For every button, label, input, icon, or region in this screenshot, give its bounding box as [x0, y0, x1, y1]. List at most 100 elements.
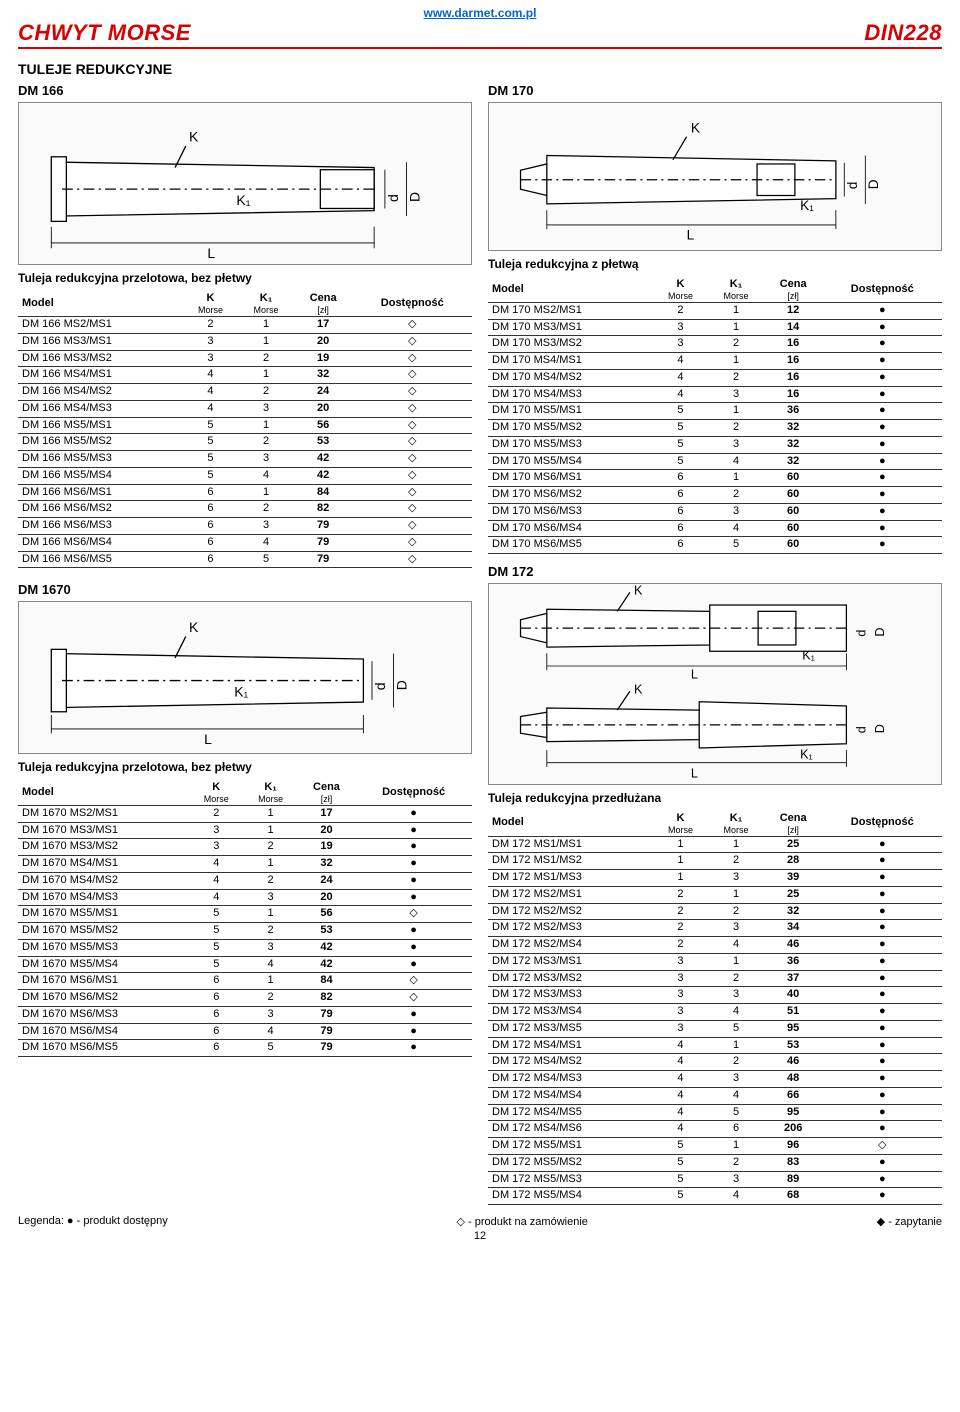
legend: Legenda: ● - produkt dostępny ◇ - produk…: [18, 1215, 942, 1228]
legend-available: Legenda: ● - produkt dostępny: [18, 1215, 168, 1228]
col-k1: K₁Morse: [243, 780, 297, 805]
table-row: DM 172 MS5/MS35389●: [488, 1171, 942, 1188]
table-row: DM 1670 MS6/MS26282◇: [18, 990, 472, 1007]
table-row: DM 170 MS3/MS13114●: [488, 319, 942, 336]
table-row: DM 170 MS4/MS24216●: [488, 369, 942, 386]
svg-text:K₁: K₁: [802, 649, 815, 663]
col-k1: K₁Morse: [708, 277, 764, 302]
col-cena: Cena[zł]: [764, 277, 823, 302]
dm166-diagram: K K₁ d D L: [18, 102, 472, 265]
table-row: DM 172 MS3/MS23237●: [488, 970, 942, 987]
table-row: DM 1670 MS6/MS36379●: [18, 1006, 472, 1023]
svg-text:d: d: [372, 683, 388, 691]
dm170-caption: Tuleja redukcyjna z płetwą: [488, 257, 942, 271]
header-bar: CHWYT MORSE DIN228: [18, 20, 942, 49]
col-model: Model: [18, 291, 183, 316]
table-row: DM 170 MS2/MS12112●: [488, 302, 942, 319]
table-row: DM 170 MS6/MS26260●: [488, 487, 942, 504]
col-model: Model: [488, 811, 653, 836]
table-row: DM 170 MS6/MS56560●: [488, 537, 942, 554]
col-k: KMorse: [189, 780, 243, 805]
header-title-right: DIN228: [864, 20, 942, 46]
svg-text:D: D: [393, 681, 409, 691]
table-row: DM 172 MS5/MS45468●: [488, 1188, 942, 1205]
table-row: DM 166 MS2/MS12117◇: [18, 317, 472, 334]
table-row: DM 1670 MS4/MS14132●: [18, 856, 472, 873]
table-row: DM 166 MS6/MS16184◇: [18, 484, 472, 501]
table-row: DM 166 MS5/MS15156◇: [18, 417, 472, 434]
table-row: DM 1670 MS4/MS24224●: [18, 872, 472, 889]
svg-text:L: L: [204, 731, 212, 747]
dm1670-title: DM 1670: [18, 582, 472, 597]
col-model: Model: [18, 780, 189, 805]
table-row: DM 1670 MS3/MS13120●: [18, 822, 472, 839]
col-dost: Dostępność: [353, 291, 472, 316]
table-row: DM 166 MS3/MS23219◇: [18, 350, 472, 367]
table-row: DM 172 MS5/MS25283●: [488, 1154, 942, 1171]
table-row: DM 1670 MS5/MS15156◇: [18, 906, 472, 923]
svg-text:D: D: [406, 192, 422, 202]
legend-query: ◆ - zapytanie: [877, 1215, 942, 1228]
table-row: DM 172 MS1/MS21228●: [488, 853, 942, 870]
svg-text:L: L: [691, 767, 698, 781]
col-dost: Dostępność: [355, 780, 472, 805]
svg-text:L: L: [207, 245, 215, 261]
col-k1: K₁Morse: [708, 811, 764, 836]
table-row: DM 166 MS4/MS24224◇: [18, 384, 472, 401]
right-column: DM 170 K K₁ d D L: [488, 79, 942, 1205]
col-cena: Cena[zł]: [764, 811, 823, 836]
dm166-caption: Tuleja redukcyjna przelotowa, bez płetwy: [18, 271, 472, 285]
table-row: DM 1670 MS5/MS45442●: [18, 956, 472, 973]
col-cena: Cena[zł]: [294, 291, 353, 316]
table-row: DM 172 MS4/MS44466●: [488, 1087, 942, 1104]
table-row: DM 172 MS3/MS53595●: [488, 1020, 942, 1037]
table-row: DM 166 MS3/MS13120◇: [18, 333, 472, 350]
dm170-table: ModelKMorseK₁MorseCena[zł]DostępnośćDM 1…: [488, 277, 942, 554]
table-row: DM 166 MS6/MS26282◇: [18, 501, 472, 518]
table-row: DM 1670 MS2/MS12117●: [18, 805, 472, 822]
table-row: DM 172 MS2/MS32334●: [488, 920, 942, 937]
svg-text:L: L: [691, 668, 698, 682]
col-k: KMorse: [653, 277, 709, 302]
dm1670-caption: Tuleja redukcyjna przelotowa, bez płetwy: [18, 760, 472, 774]
dm170-title: DM 170: [488, 83, 942, 98]
table-row: DM 1670 MS5/MS25253●: [18, 923, 472, 940]
table-row: DM 1670 MS6/MS46479●: [18, 1023, 472, 1040]
table-row: DM 172 MS4/MS54595●: [488, 1104, 942, 1121]
dm172-diagram: K K₁ d D L K K₁ d: [488, 583, 942, 785]
table-row: DM 1670 MS6/MS16184◇: [18, 973, 472, 990]
svg-text:D: D: [873, 724, 887, 733]
table-row: DM 1670 MS5/MS35342●: [18, 939, 472, 956]
table-row: DM 1670 MS3/MS23219●: [18, 839, 472, 856]
svg-text:K₁: K₁: [236, 192, 250, 208]
svg-text:d: d: [854, 726, 868, 733]
svg-text:d: d: [385, 194, 401, 202]
table-row: DM 1670 MS6/MS56579●: [18, 1040, 472, 1057]
table-row: DM 172 MS4/MS646206●: [488, 1121, 942, 1138]
svg-text:K: K: [634, 584, 643, 598]
col-model: Model: [488, 277, 653, 302]
page-number: 12: [18, 1230, 942, 1242]
legend-order: ◇ - produkt na zamówienie: [457, 1215, 588, 1228]
table-row: DM 172 MS2/MS22232●: [488, 903, 942, 920]
table-row: DM 172 MS4/MS24246●: [488, 1054, 942, 1071]
table-row: DM 172 MS4/MS14153●: [488, 1037, 942, 1054]
svg-text:d: d: [845, 182, 860, 190]
table-row: DM 166 MS5/MS25253◇: [18, 434, 472, 451]
table-row: DM 166 MS5/MS35342◇: [18, 451, 472, 468]
col-cena: Cena[zł]: [298, 780, 355, 805]
left-column: DM 166 K K₁ d D L: [18, 79, 472, 1205]
table-row: DM 172 MS2/MS12125●: [488, 886, 942, 903]
svg-text:L: L: [687, 228, 695, 243]
table-row: DM 172 MS1/MS31339●: [488, 870, 942, 887]
svg-text:K: K: [189, 620, 199, 636]
table-row: DM 166 MS4/MS34320◇: [18, 400, 472, 417]
dm166-table: ModelKMorseK₁MorseCena[zł]DostępnośćDM 1…: [18, 291, 472, 568]
table-row: DM 172 MS1/MS11125●: [488, 836, 942, 853]
svg-text:K₁: K₁: [800, 748, 813, 762]
svg-text:K₁: K₁: [800, 198, 814, 213]
table-row: DM 170 MS3/MS23216●: [488, 336, 942, 353]
table-row: DM 170 MS4/MS34316●: [488, 386, 942, 403]
header-url: www.darmet.com.pl: [18, 6, 942, 20]
table-row: DM 172 MS3/MS43451●: [488, 1004, 942, 1021]
